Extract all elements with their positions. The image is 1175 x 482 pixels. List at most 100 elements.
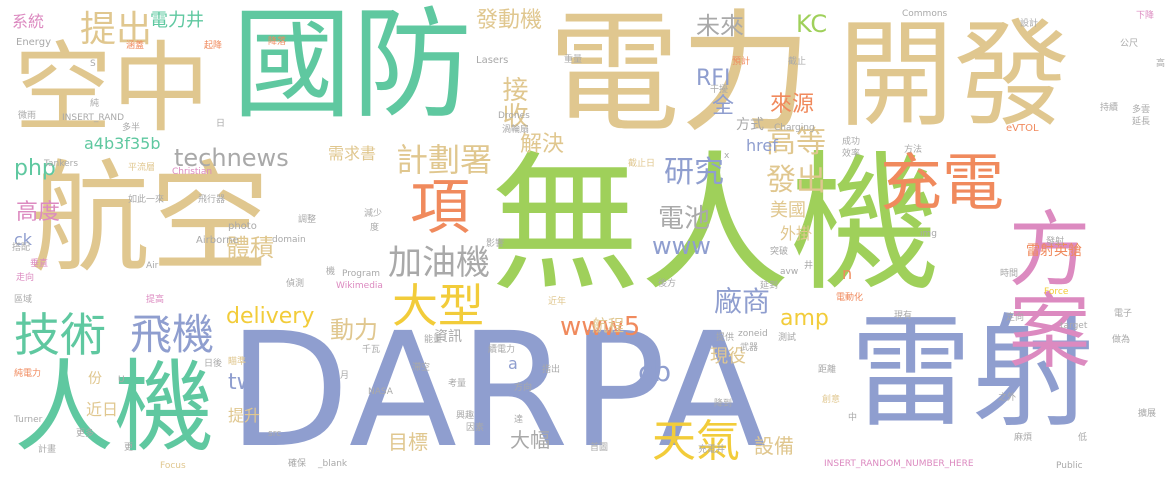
word: 設計 xyxy=(1020,19,1039,29)
word: 渦輪扇 xyxy=(502,125,530,135)
word: 計劃署 xyxy=(396,141,493,179)
word: S xyxy=(90,59,96,69)
word: 度 xyxy=(370,223,380,233)
word: cb xyxy=(638,355,672,388)
word: 多半 xyxy=(122,123,141,133)
word: 高 xyxy=(1156,59,1166,69)
word: 效率 xyxy=(842,149,861,159)
word: 截止日 xyxy=(628,159,656,169)
word: 續電力 xyxy=(488,345,516,355)
word: href xyxy=(746,136,778,155)
word: 後方 xyxy=(658,279,677,289)
word: n xyxy=(842,264,853,283)
word: 涵蓋 xyxy=(126,41,145,51)
word: 定向 xyxy=(1006,313,1025,323)
word: 垂直 xyxy=(30,259,49,269)
word: 雷射英艙 xyxy=(1026,243,1082,259)
word: 提高 xyxy=(146,295,165,305)
word: _blank xyxy=(318,459,348,469)
word: Public xyxy=(1056,461,1083,471)
word: 充電井 xyxy=(698,445,726,455)
word: 接收 xyxy=(498,76,528,128)
word: www5 xyxy=(560,312,641,342)
word: 人機 xyxy=(14,349,214,466)
word: 干擾 xyxy=(710,85,729,95)
word: 區域 xyxy=(14,295,33,305)
word: 體積 xyxy=(226,234,274,262)
word: 大型 xyxy=(392,279,484,333)
word: a xyxy=(508,354,518,373)
word: 降到 xyxy=(714,399,733,409)
word: 發出 xyxy=(766,163,826,198)
word: Wikimedia xyxy=(336,281,383,291)
word: 持續 xyxy=(1100,103,1119,113)
word: zoneid xyxy=(738,329,768,339)
word: 考量 xyxy=(448,379,467,389)
word: a4b3f35b xyxy=(84,134,161,153)
word: 日後 xyxy=(204,359,223,369)
word: NASA xyxy=(368,387,393,397)
word: 技術 xyxy=(14,308,106,362)
word: 時間 xyxy=(1000,269,1019,279)
word: INSERT_RAND xyxy=(62,113,125,123)
word: 空中 xyxy=(14,32,211,146)
word: DARPA xyxy=(228,299,769,482)
word: 日 xyxy=(216,119,226,129)
word: 更多 xyxy=(76,429,95,439)
word: 擴展 xyxy=(1138,409,1157,419)
word: 走向 xyxy=(16,273,35,283)
word: Energy xyxy=(16,37,52,48)
word: 無人機 xyxy=(490,138,941,312)
word: 外掛 xyxy=(780,224,813,243)
word: 搭配 xyxy=(12,243,31,253)
word: 近年 xyxy=(548,297,567,307)
word: Lasers xyxy=(476,55,509,66)
word: Tankers xyxy=(44,159,79,169)
word: target xyxy=(1060,321,1088,331)
word: delivery xyxy=(226,304,315,329)
word: Christian xyxy=(172,167,213,177)
word: 電池 xyxy=(658,204,711,234)
word: Program xyxy=(342,269,380,279)
word: 航空 xyxy=(30,150,270,289)
word: 因素 xyxy=(466,423,485,433)
word: 需求書 xyxy=(328,144,377,163)
word: 如此一來 xyxy=(128,195,165,205)
word: 研究 xyxy=(664,155,724,190)
word: 項 xyxy=(410,173,470,243)
word: eVTOL xyxy=(1006,123,1039,134)
word: 能量 xyxy=(424,335,443,345)
word: 偵測 xyxy=(286,279,305,289)
word: ck xyxy=(14,230,33,249)
word: Airborne xyxy=(196,235,239,246)
word: 微雨 xyxy=(18,111,37,121)
word: 預計 xyxy=(732,57,751,67)
word: 飛機 xyxy=(130,310,215,359)
word: 月 xyxy=(340,371,350,381)
word: 多雲 xyxy=(1132,105,1151,115)
word: 減少 xyxy=(364,209,383,219)
word: 方式 xyxy=(736,117,764,133)
word: 首圖 xyxy=(590,443,609,453)
word: 指出 xyxy=(542,365,561,375)
word: 方案 xyxy=(994,206,1089,370)
word: 調整 xyxy=(298,215,317,225)
word: 解決 xyxy=(520,132,565,157)
word: 國防 xyxy=(232,0,472,135)
word: 份 xyxy=(88,371,102,387)
word: www xyxy=(652,232,711,260)
word: 發動機 xyxy=(476,8,543,33)
word: 重量 xyxy=(564,55,583,65)
word: 千瓦 xyxy=(362,345,381,355)
word: 延長 xyxy=(1132,117,1151,127)
word: 創意 xyxy=(822,395,841,405)
word: 美國 xyxy=(770,200,806,221)
word: img xyxy=(920,229,937,239)
word: Drones xyxy=(498,111,530,121)
word: tw xyxy=(228,370,255,395)
word: 起降 xyxy=(204,41,223,51)
word: 做為 xyxy=(1112,335,1131,345)
word: 發射 xyxy=(1046,237,1065,247)
word: 提出 xyxy=(80,9,153,50)
